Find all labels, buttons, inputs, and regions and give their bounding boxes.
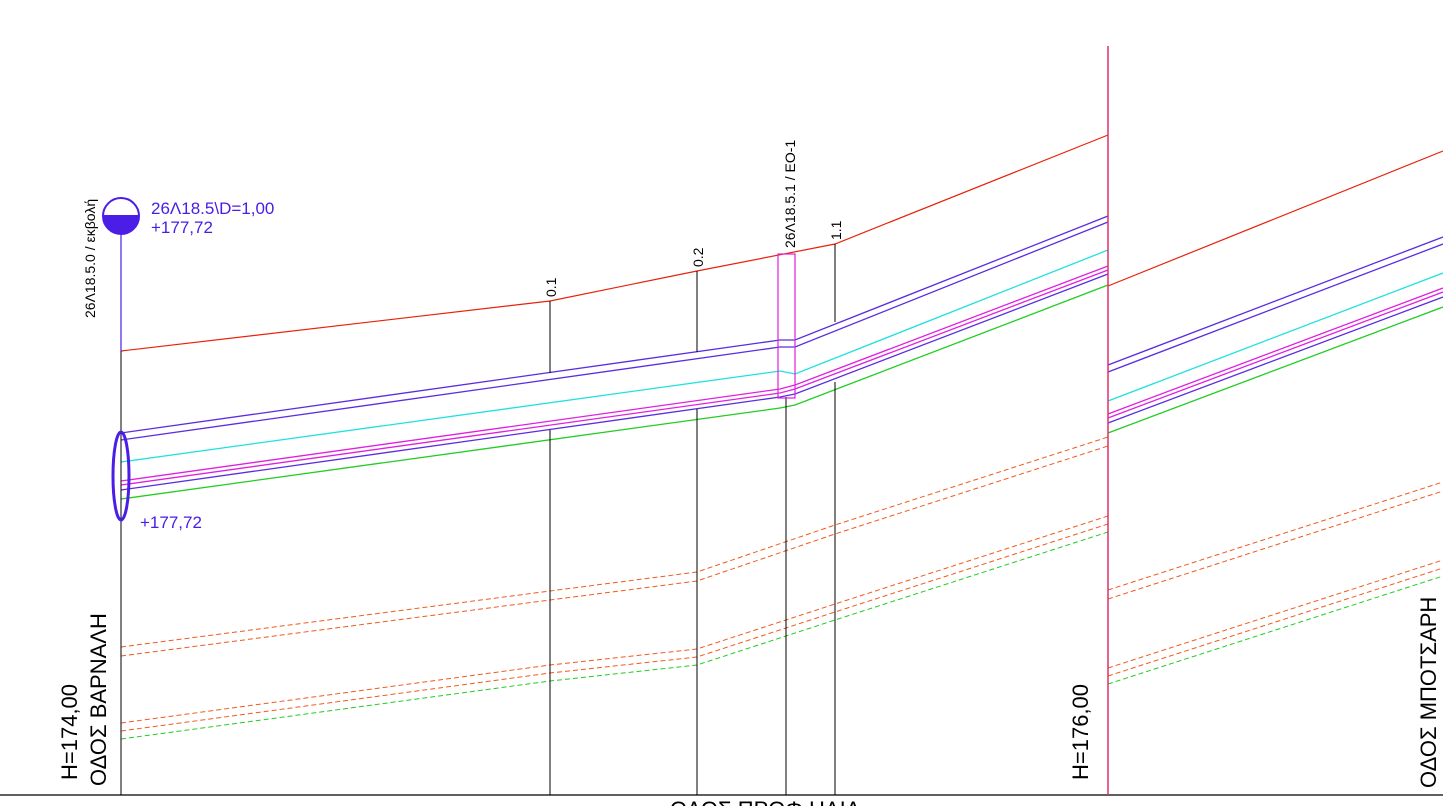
pipe-crown-outer — [120, 215, 1109, 434]
pipe-invert-magenta-2 — [120, 269, 1109, 486]
utility-line-upper-2 — [120, 445, 1109, 657]
ground-line-left — [120, 134, 1109, 352]
ground-line-right — [1107, 150, 1443, 287]
pipe-right-invert-blue — [1107, 296, 1443, 424]
pipe-left — [120, 215, 1109, 500]
utility-line-lower-green — [120, 531, 1109, 740]
utility-line-lower-1 — [120, 515, 1109, 724]
utility-line-lower-2 — [120, 523, 1109, 732]
foundation-line — [120, 284, 1109, 500]
pipe-right-invert-magenta-1 — [1107, 287, 1443, 415]
utility-line-right-upper-1 — [1107, 481, 1443, 591]
utility-line-right-lower-green — [1107, 575, 1443, 685]
outlet-pipe-ellipse — [111, 430, 131, 522]
outlet-id-label: 26Λ18.5\D=1,00 — [151, 199, 274, 218]
right-datum-label: H=176,00 — [1068, 684, 1093, 780]
station-01-label: 0.1 — [543, 277, 559, 297]
outlet-symbol-icon — [102, 197, 140, 235]
left-datum-label: H=174,00 — [57, 684, 82, 780]
pipe-invert-blue — [120, 273, 1109, 491]
manhole-station-label: 26Λ18.5.1 / ΕΟ-1 — [782, 140, 798, 248]
start-station-label: 26Λ18.5.0 / εκβολή — [82, 199, 98, 318]
pipe-right — [1107, 236, 1443, 434]
pipe-right-crown-inner — [1107, 243, 1443, 373]
utility-line-right-lower-2 — [1107, 567, 1443, 677]
manhole-box — [777, 253, 796, 399]
pipe-right-water — [1107, 272, 1443, 402]
pipe-right-crown-outer — [1107, 236, 1443, 366]
station-11-label: 1.1 — [828, 220, 844, 240]
utility-lines-left — [120, 436, 1109, 740]
utility-lines-right — [1107, 481, 1443, 685]
left-street-label: ΟΔΟΣ ΒΑΡΝΑΛΗ — [86, 613, 111, 786]
pipe-crown-inner — [120, 221, 1109, 441]
right-street-label: ΟΔΟΣ ΜΠΟΤΣΑΡΗ — [1416, 597, 1441, 788]
outlet-level-top-label: +177,72 — [151, 218, 213, 237]
pipe-right-foundation — [1107, 306, 1443, 434]
utility-line-right-lower-1 — [1107, 559, 1443, 669]
bottom-street-label: ΟΔΟΣ ΠΡΟΦ.ΗΛΙΑ — [670, 797, 861, 806]
station-02-label: 0.2 — [690, 247, 706, 267]
pipe-right-invert-magenta-2 — [1107, 291, 1443, 419]
utility-line-right-upper-2 — [1107, 490, 1443, 600]
station-lines — [120, 244, 836, 795]
pipe-invert-magenta-1 — [120, 265, 1109, 482]
outlet-level-bottom-label: +177,72 — [140, 513, 202, 532]
water-line — [120, 249, 1109, 463]
